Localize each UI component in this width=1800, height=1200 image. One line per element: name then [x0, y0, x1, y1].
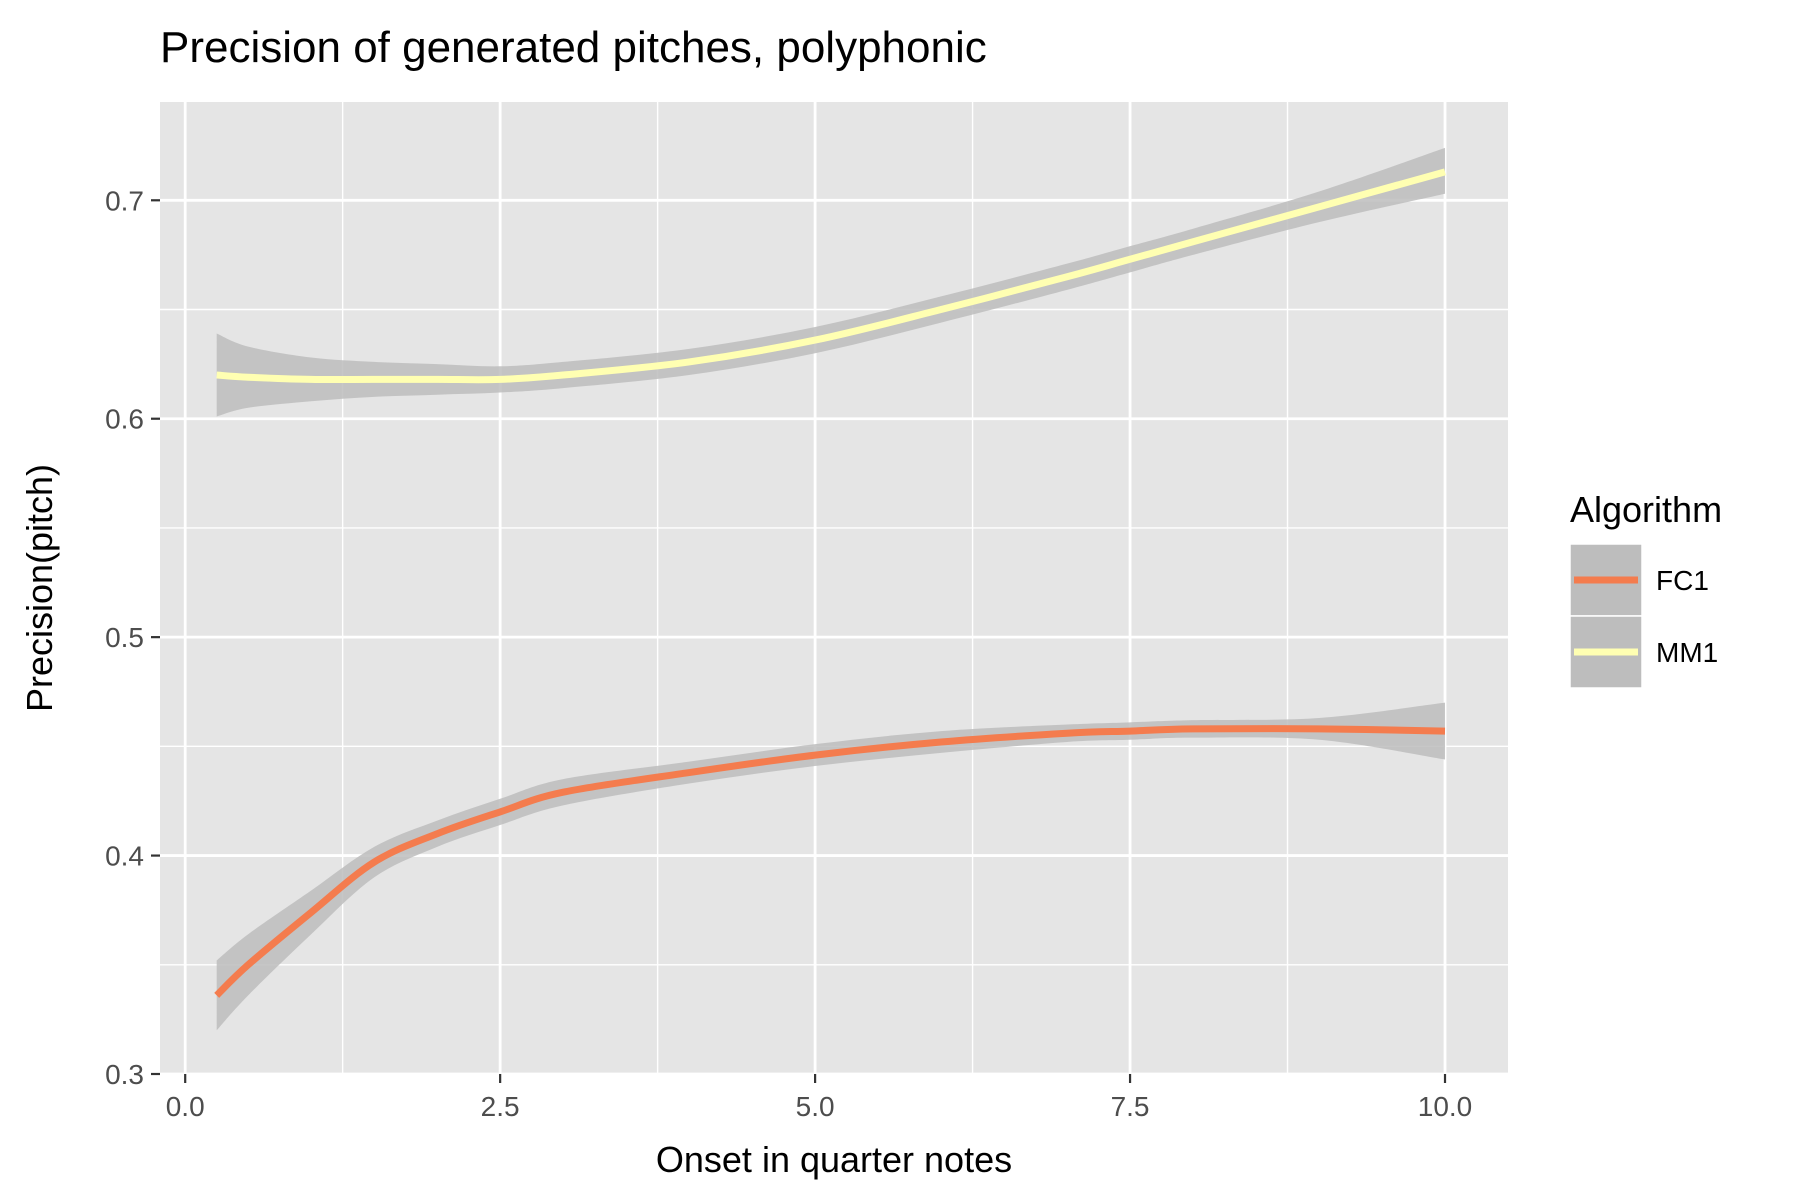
legend: Algorithm FC1 MM1 — [1569, 489, 1722, 689]
series-line-mm1 — [216, 168, 1446, 384]
x-axis-ticks: 0.0 2.5 5.0 7.5 10.0 — [166, 1074, 1473, 1122]
legend-items: FC1 MM1 — [1569, 543, 1718, 689]
x-axis-title: Onset in quarter notes — [656, 1139, 1012, 1180]
x-tick-label: 5.0 — [796, 1091, 835, 1122]
y-tick-label: 0.6 — [105, 404, 144, 435]
x-tick-label: 7.5 — [1111, 1091, 1150, 1122]
legend-label-fc1: FC1 — [1656, 565, 1709, 596]
ribbon-fc1 — [216, 702, 1446, 1031]
y-tick-label: 0.7 — [105, 185, 144, 216]
legend-title: Algorithm — [1570, 489, 1722, 530]
x-tick-label: 2.5 — [481, 1091, 520, 1122]
x-tick-label: 0.0 — [166, 1091, 205, 1122]
plot-panel — [160, 102, 1508, 1074]
series-lines — [214, 168, 1446, 998]
y-tick-label: 0.4 — [105, 841, 144, 872]
y-axis-title: Precision(pitch) — [19, 464, 60, 712]
ribbon-mm1 — [216, 147, 1446, 417]
y-axis-ticks: 0.3 0.4 0.5 0.6 0.7 — [105, 185, 160, 1090]
confidence-ribbons — [216, 147, 1446, 1031]
legend-label-mm1: MM1 — [1656, 637, 1718, 668]
chart-title: Precision of generated pitches, polyphon… — [160, 23, 987, 72]
y-tick-label: 0.3 — [105, 1059, 144, 1090]
x-tick-label: 10.0 — [1418, 1091, 1473, 1122]
y-tick-label: 0.5 — [105, 622, 144, 653]
series-line-fc1 — [214, 725, 1446, 998]
